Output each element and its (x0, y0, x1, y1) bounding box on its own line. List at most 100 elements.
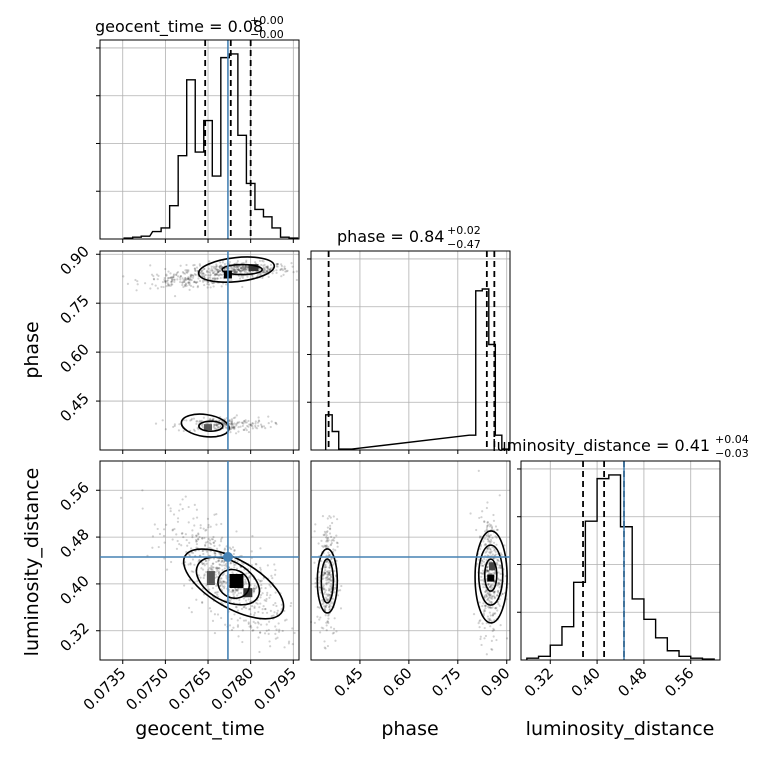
sample-point (191, 534, 194, 537)
sample-point (242, 420, 246, 423)
sample-point (196, 580, 199, 583)
sample-point (180, 532, 184, 535)
sample-point (274, 632, 277, 635)
sample-point (255, 601, 258, 605)
sample-point (192, 428, 196, 431)
sample-point (211, 562, 214, 565)
sample-point (141, 507, 144, 510)
sample-point (219, 424, 222, 428)
sample-point (206, 517, 210, 520)
contour-line (477, 544, 504, 606)
sample-point (176, 278, 179, 281)
sample-point (166, 277, 170, 280)
sample-point (326, 517, 329, 520)
sample-point (475, 528, 478, 532)
sample-point (182, 279, 185, 282)
sample-point (496, 581, 500, 585)
sample-point (188, 278, 191, 281)
sample-point (323, 571, 326, 574)
sample-point (191, 558, 195, 561)
sample-point (322, 586, 325, 589)
sample-point (330, 602, 333, 605)
sample-point (189, 279, 192, 282)
title-lumdist-plus: +0.04 (715, 433, 749, 446)
sample-point (187, 277, 191, 280)
sample-point (185, 270, 188, 274)
sample-point (230, 422, 234, 425)
contour-line (197, 256, 276, 283)
sample-point (477, 469, 480, 472)
sample-point (228, 263, 231, 266)
sample-point (233, 563, 236, 567)
sample-point (255, 427, 259, 430)
tick-label: 0.0795 (250, 664, 300, 714)
sample-point (265, 629, 268, 632)
sample-point (208, 274, 212, 277)
sample-point (275, 269, 278, 272)
sample-point (210, 564, 213, 567)
sample-point (329, 516, 332, 519)
sample-point (179, 503, 182, 506)
sample-point (480, 516, 483, 519)
sample-point (209, 543, 213, 546)
sample-point (480, 559, 484, 563)
sample-point (326, 540, 329, 543)
sample-point (326, 570, 329, 574)
sample-point (261, 592, 264, 595)
sample-point (232, 425, 235, 428)
sample-point (233, 265, 237, 268)
sample-point (201, 275, 204, 278)
sample-point (239, 425, 242, 428)
tick-label: 0.0780 (208, 664, 258, 714)
sample-point (212, 285, 215, 288)
sample-point (240, 269, 244, 272)
sample-point (326, 644, 330, 648)
sample-point (171, 278, 174, 281)
sample-point (203, 564, 206, 567)
sample-point (273, 563, 276, 566)
sample-point (221, 582, 224, 585)
sample-point (239, 269, 242, 272)
sample-point (193, 503, 196, 506)
contour-line (320, 558, 335, 604)
sample-point (481, 572, 485, 575)
sample-point (489, 606, 492, 609)
sample-point (326, 594, 330, 598)
tick-label: 0.45 (56, 389, 92, 425)
sample-point (326, 530, 329, 533)
sample-point (481, 510, 484, 513)
sample-point (205, 422, 209, 425)
sample-point (325, 560, 328, 564)
sample-point (314, 585, 317, 588)
sample-point (497, 578, 500, 581)
sample-point (215, 523, 218, 526)
sample-point (481, 604, 484, 608)
sample-point (486, 520, 489, 524)
sample-point (231, 546, 235, 549)
sample-point (486, 501, 489, 504)
sample-point (207, 270, 210, 274)
sample-point (273, 573, 277, 576)
sample-point (491, 546, 494, 549)
sample-point (323, 587, 326, 590)
sample-point (213, 278, 216, 281)
sample-point (244, 580, 247, 583)
sample-point (165, 523, 168, 526)
sample-point (318, 606, 321, 609)
sample-point (498, 564, 501, 567)
sample-point (234, 563, 237, 566)
tick-label: 0.40 (56, 572, 92, 608)
sample-point (215, 513, 218, 516)
sample-point (170, 283, 173, 286)
sample-point (211, 418, 214, 421)
sample-point (217, 572, 220, 575)
sample-point (238, 421, 241, 424)
sample-point (330, 579, 333, 582)
sample-point (217, 270, 220, 273)
sample-point (262, 260, 265, 263)
sample-point (222, 580, 225, 583)
sample-point (223, 548, 226, 551)
sample-point (265, 599, 268, 603)
sample-point (328, 571, 331, 575)
sample-point (481, 578, 485, 582)
